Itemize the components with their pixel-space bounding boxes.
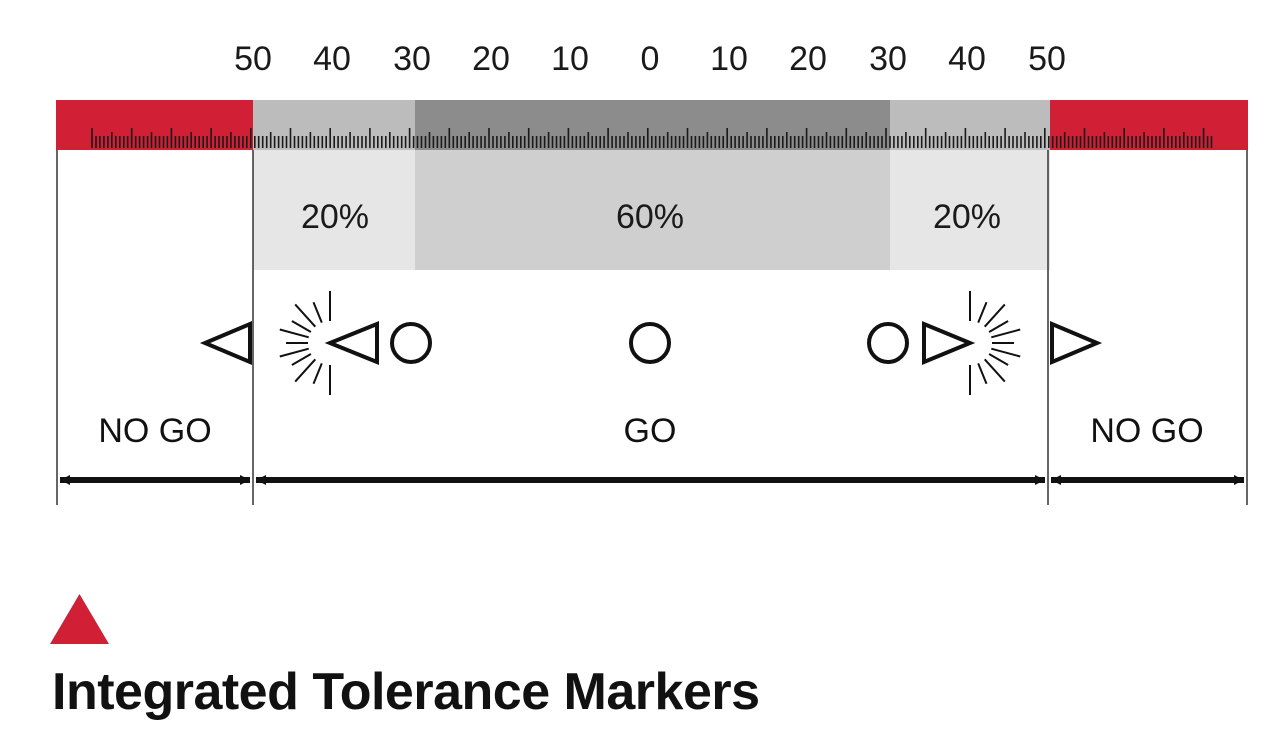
- scale-number: 10: [551, 40, 589, 78]
- scale-numbers: 50 40 30 20 10 0 10 20 30 40 50: [234, 40, 1066, 78]
- flash-triangle-right-icon: [922, 291, 1021, 395]
- scale-number: 50: [1028, 40, 1066, 78]
- circle-icon: [390, 322, 432, 364]
- zone-labels: NO GO GO NO GO: [98, 412, 1203, 450]
- percentage-left: 20%: [301, 198, 369, 236]
- zone-outer-right: [890, 150, 1050, 270]
- scale-number: 10: [710, 40, 748, 78]
- boundary-lines: [56, 150, 1248, 505]
- scale-number: 20: [472, 40, 510, 78]
- scale-number: 50: [234, 40, 272, 78]
- scale-number: 0: [641, 40, 660, 78]
- red-triangle-icon: [50, 594, 109, 644]
- zone-outer-left: [253, 150, 415, 270]
- zone-label-no-go-left: NO GO: [98, 412, 211, 450]
- no-go-band-left: [56, 100, 253, 150]
- zone-label-no-go-right: NO GO: [1090, 412, 1203, 450]
- percentage-center: 60%: [616, 198, 684, 236]
- no-go-band-right: [1050, 100, 1248, 150]
- percentage-right: 20%: [933, 198, 1001, 236]
- scale-number: 30: [393, 40, 431, 78]
- triangle-left-icon: [199, 320, 252, 366]
- triangle-right-icon: [1050, 320, 1103, 366]
- percentage-zones: 20% 60% 20%: [253, 150, 1050, 270]
- circle-icon: [867, 322, 909, 364]
- scale-ticks: [91, 128, 1213, 148]
- flash-triangle-left-icon: [279, 291, 379, 395]
- zone-inner: [415, 150, 890, 270]
- scale-number: 20: [789, 40, 827, 78]
- scale-number: 40: [948, 40, 986, 78]
- circle-icon: [629, 322, 671, 364]
- zone-label-go: GO: [624, 412, 677, 450]
- page-title: Integrated Tolerance Markers: [52, 663, 760, 721]
- scale-number: 40: [313, 40, 351, 78]
- markers: [199, 291, 1103, 395]
- scale-number: 30: [869, 40, 907, 78]
- scale-bar: [56, 100, 1248, 150]
